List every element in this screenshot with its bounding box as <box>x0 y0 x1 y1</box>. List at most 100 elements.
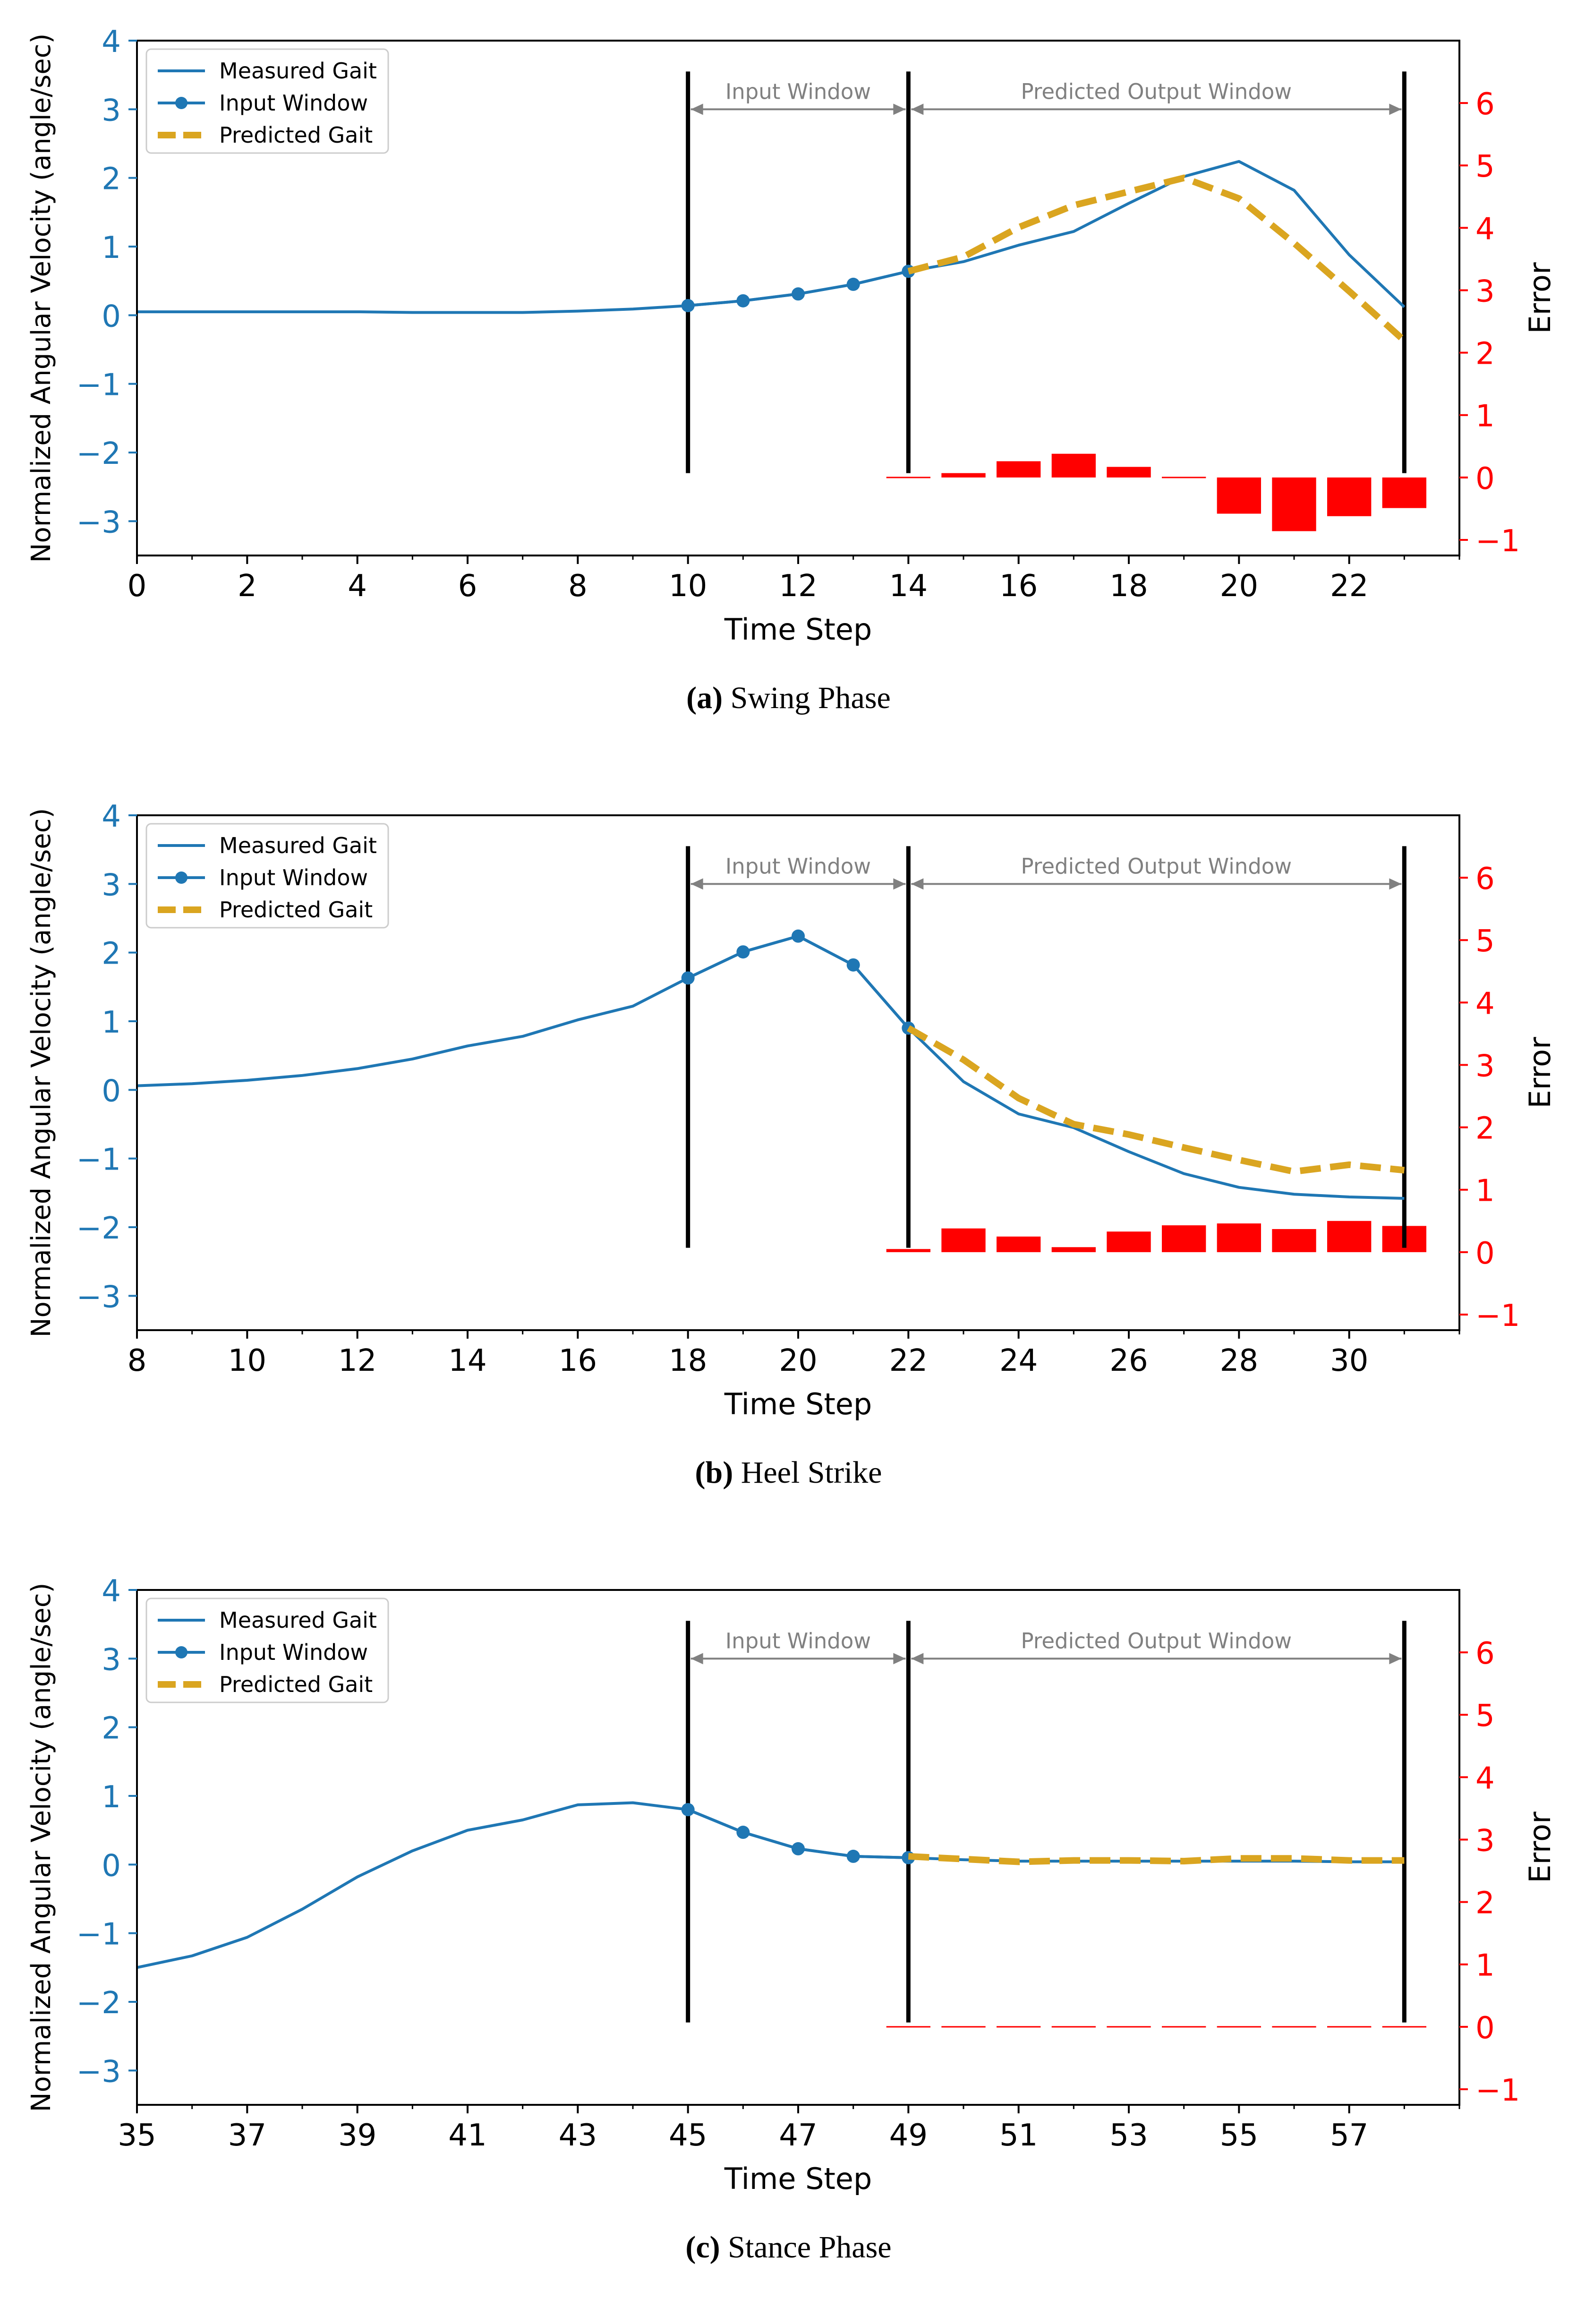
error-bar <box>1162 2026 1206 2028</box>
x-tick-label: 53 <box>1109 2118 1148 2153</box>
output-window-label: Predicted Output Window <box>1021 1628 1292 1653</box>
y-tick-label: −3 <box>77 2054 121 2089</box>
x-tick-label: 22 <box>889 1343 928 1378</box>
y2-tick-label: 6 <box>1475 862 1495 897</box>
input-window-arrowhead-left <box>690 103 703 115</box>
x-axis-label: Time Step <box>724 612 872 647</box>
y-tick-label: 1 <box>102 231 121 265</box>
y-tick-label: 4 <box>102 1574 121 1609</box>
y-tick-label: 1 <box>102 1780 121 1815</box>
output-window-arrowhead-right <box>1389 103 1402 115</box>
output-window-label: Predicted Output Window <box>1021 79 1292 104</box>
y-tick-label: 4 <box>102 25 121 60</box>
x-tick-label: 12 <box>338 1343 376 1378</box>
x-tick-label: 41 <box>448 2118 486 2153</box>
error-bar <box>886 477 930 478</box>
y2-tick-label: 3 <box>1475 274 1495 309</box>
x-tick-label: 55 <box>1220 2118 1258 2153</box>
input-window-point <box>792 929 805 943</box>
y2-axis-label: Error <box>1523 1811 1557 1883</box>
x-tick-label: 20 <box>779 1343 817 1378</box>
y2-tick-label: 0 <box>1475 1236 1495 1271</box>
legend-label: Measured Gait <box>219 1607 377 1633</box>
y2-tick-label: 6 <box>1475 87 1495 122</box>
x-tick-label: 0 <box>128 569 147 604</box>
y2-tick-label: 4 <box>1475 1761 1495 1796</box>
error-bar <box>1272 2026 1316 2028</box>
input-window-line <box>687 934 910 1029</box>
x-tick-label: 2 <box>238 569 257 604</box>
y-tick-label: 4 <box>102 799 121 834</box>
output-window-arrowhead-right <box>1389 878 1402 890</box>
y-axis-label: Normalized Angular Velocity (angle/sec) <box>26 808 57 1338</box>
input-window-arrowhead-left <box>690 1653 703 1665</box>
y-tick-label: 2 <box>102 937 121 972</box>
y2-tick-label: 5 <box>1475 149 1495 184</box>
error-bar <box>886 1249 930 1252</box>
input-window-arrowhead-right <box>893 103 906 115</box>
input-window-point <box>792 287 805 301</box>
chart-panel-b: Input Window Predicted Output Window −3 −2 −… <box>0 775 1577 1549</box>
error-bar <box>1327 1221 1372 1252</box>
measured-gait-line <box>136 934 1405 1200</box>
legend-swatch-input-marker <box>175 97 188 109</box>
error-bar <box>997 461 1041 478</box>
y2-tick-label: 2 <box>1475 1111 1495 1146</box>
x-tick-label: 4 <box>348 569 367 604</box>
measured-gait-line <box>136 1801 1405 1969</box>
error-bar <box>997 1236 1041 1252</box>
legend-label: Predicted Gait <box>219 122 373 148</box>
x-tick-label: 45 <box>669 2118 707 2153</box>
output-window-arrowhead-left <box>911 103 924 115</box>
legend-swatch-input-marker <box>175 872 188 884</box>
y-tick-label: −2 <box>77 1211 121 1246</box>
x-tick-label: 43 <box>559 2118 597 2153</box>
input-window-point <box>736 1826 750 1839</box>
x-tick-label: 37 <box>228 2118 266 2153</box>
error-bar <box>1107 467 1151 478</box>
legend-box <box>145 823 389 929</box>
x-tick-label: 14 <box>889 569 928 604</box>
chart-b: Input Window Predicted Output Window −3 −2 −… <box>26 799 1557 1421</box>
y2-tick-label: 0 <box>1475 2011 1495 2046</box>
output-window-arrowhead-left <box>911 1653 924 1665</box>
chart-panel-a: Input Window Predicted Output Window −3 −2 −… <box>0 0 1577 775</box>
caption-text: Stance Phase <box>728 2230 892 2264</box>
y-axis-label: Normalized Angular Velocity (angle/sec) <box>26 34 57 563</box>
error-bar <box>1107 1231 1151 1252</box>
x-tick-label: 39 <box>338 2118 376 2153</box>
x-tick-label: 18 <box>1109 569 1148 604</box>
x-tick-label: 8 <box>128 1343 147 1378</box>
caption-b: (b) Heel Strike <box>0 1455 1577 1491</box>
input-window-point <box>846 958 860 972</box>
input-window-label: Input Window <box>725 79 871 104</box>
input-window-point <box>681 299 695 312</box>
error-bar <box>1272 477 1316 531</box>
y2-tick-label: 1 <box>1475 1174 1495 1209</box>
input-window-point <box>846 1849 860 1863</box>
y2-tick-label: 6 <box>1475 1636 1495 1671</box>
y-tick-label: 2 <box>102 162 121 197</box>
x-tick-label: 16 <box>559 1343 597 1378</box>
legend-label: Predicted Gait <box>219 897 373 923</box>
error-bar <box>1162 1225 1206 1252</box>
y2-tick-label: 4 <box>1475 212 1495 247</box>
input-window-arrowhead-right <box>893 1653 906 1665</box>
y2-tick-label: 3 <box>1475 1823 1495 1858</box>
predicted-gait-line <box>906 1025 1405 1175</box>
legend-swatch-input-marker <box>175 1646 188 1658</box>
y2-tick-label: −1 <box>1475 1299 1520 1333</box>
y2-tick-label: 3 <box>1475 1049 1495 1084</box>
x-tick-label: 14 <box>448 1343 486 1378</box>
y2-tick-label: 5 <box>1475 924 1495 959</box>
x-tick-label: 16 <box>999 569 1038 604</box>
y-tick-label: 3 <box>102 1642 121 1677</box>
x-tick-label: 22 <box>1330 569 1368 604</box>
error-bar <box>1162 477 1206 478</box>
input-window-point <box>736 945 750 959</box>
x-tick-label: 35 <box>118 2118 156 2153</box>
error-bar <box>1051 1247 1096 1252</box>
x-tick-label: 57 <box>1330 2118 1368 2153</box>
legend-box <box>145 1598 389 1703</box>
y-tick-label: −3 <box>77 505 121 540</box>
